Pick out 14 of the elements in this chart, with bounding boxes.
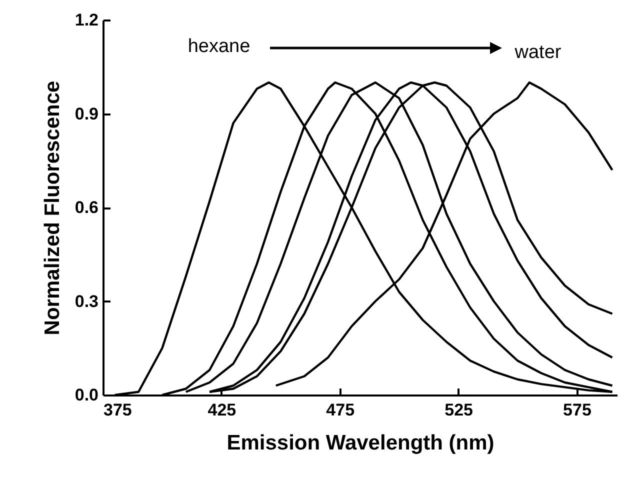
y-axis-title: Normalized Fluorescence [40,80,64,336]
y-tick-label: 0.0 [74,386,98,404]
x-tick-label: 575 [563,400,592,420]
x-tick-label: 525 [444,400,473,420]
x-tick-label: 475 [326,400,355,420]
y-tick-label: 0.3 [74,292,98,311]
annotation: hexane [188,36,250,57]
y-tick-label: 0.6 [74,198,98,217]
x-axis-title: Emission Wavelength (nm) [226,432,494,454]
y-tick-label: 1.2 [74,10,98,30]
annotation: water [514,42,562,63]
x-tick-label: 375 [104,400,132,420]
y-tick-label: 0.9 [74,104,98,124]
x-tick-label: 425 [208,400,236,420]
